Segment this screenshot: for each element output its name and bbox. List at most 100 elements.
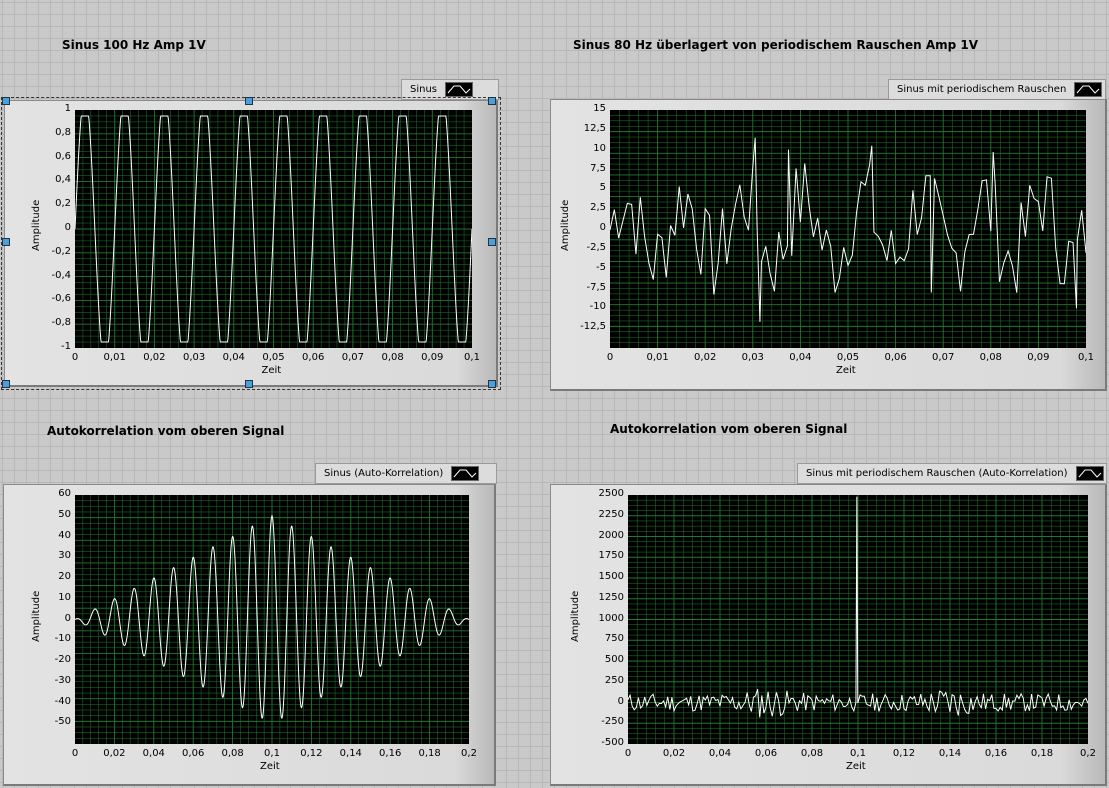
plot-area[interactable] <box>75 495 469 744</box>
y-tick-label: 15 <box>593 103 606 114</box>
x-tick-label: 0,1 <box>264 748 280 759</box>
x-tick-label: 0 <box>71 352 79 363</box>
y-tick-label: 10 <box>58 591 71 603</box>
y-tick-label: 2250 <box>598 508 624 520</box>
x-tick-label: 0,18 <box>418 748 441 759</box>
plot-legend[interactable]: Sinus <box>401 79 499 100</box>
y-tick-label: 12,5 <box>583 122 606 134</box>
y-tick-label: 0 <box>599 222 606 233</box>
x-tick-label: 0,03 <box>182 352 206 363</box>
resize-handle[interactable] <box>245 380 253 388</box>
y-tick-label: 20 <box>58 571 71 582</box>
x-tick-label: 0,2 <box>461 748 477 759</box>
y-tick-label: 5 <box>599 182 606 194</box>
y-tick-label: -7,5 <box>586 281 606 293</box>
x-tick-label: 0,16 <box>379 748 402 759</box>
x-tick-label: 0,04 <box>142 748 165 759</box>
x-axis-label: Zeit <box>261 365 282 376</box>
x-tick-label: 0,02 <box>103 748 126 759</box>
x-tick-label: 0,08 <box>800 748 824 759</box>
x-tick-label: 0 <box>624 748 632 759</box>
y-tick-label: -250 <box>601 716 624 728</box>
resize-handle[interactable] <box>2 238 10 246</box>
y-tick-label: -500 <box>601 737 624 748</box>
y-tick-label: 10 <box>593 142 606 154</box>
y-tick-label: -0,8 <box>51 317 71 329</box>
y-tick-label: 1000 <box>598 612 624 624</box>
y-tick-label: 2000 <box>598 529 624 541</box>
resize-handle[interactable] <box>245 97 253 105</box>
y-tick-label: 2500 <box>598 488 624 499</box>
resize-handle[interactable] <box>488 97 496 105</box>
x-tick-label: 0,12 <box>892 748 916 759</box>
plot-area[interactable] <box>75 110 472 348</box>
x-tick-label: 0,14 <box>938 748 962 759</box>
x-tick-label: 0,16 <box>984 748 1008 759</box>
y-axis-label: Amplitude <box>31 199 42 251</box>
chart-title: Sinus 100 Hz Amp 1V <box>62 38 206 52</box>
y-tick-label: 1250 <box>598 591 624 603</box>
resize-handle[interactable] <box>488 380 496 388</box>
x-tick-label: 0,07 <box>932 352 955 363</box>
x-axis-label: Zeit <box>260 761 280 772</box>
x-tick-label: 0,01 <box>103 352 126 363</box>
y-tick-label: 1750 <box>598 550 624 562</box>
plot-area[interactable] <box>610 110 1086 348</box>
legend-label: Sinus mit periodischem Rauschen <box>897 84 1067 95</box>
y-tick-label: 0,8 <box>55 126 71 138</box>
x-tick-label: 0,06 <box>884 352 907 363</box>
legend-label: Sinus <box>410 84 438 95</box>
x-tick-label: 0,05 <box>836 352 860 363</box>
x-tick-label: 0,06 <box>182 748 205 759</box>
legend-label: Sinus mit periodischem Rauschen (Auto-Ko… <box>806 468 1068 479</box>
x-tick-label: 0,1 <box>850 748 866 759</box>
x-tick-label: 0,02 <box>694 352 717 363</box>
x-tick-label: 0,1 <box>1078 352 1094 363</box>
y-tick-label: 500 <box>604 654 624 665</box>
plot-area[interactable] <box>628 495 1088 744</box>
x-tick-label: 0,06 <box>302 352 325 363</box>
y-tick-label: -5 <box>596 261 606 273</box>
x-tick-label: 0,09 <box>421 352 444 363</box>
plot-legend[interactable]: Sinus (Auto-Korrelation) <box>315 463 497 484</box>
y-tick-label: 0,6 <box>55 150 71 162</box>
y-tick-label: -40 <box>54 695 71 707</box>
y-tick-label: -0,6 <box>51 293 71 305</box>
x-tick-label: 0,2 <box>1080 748 1096 759</box>
y-tick-label: 2,5 <box>590 202 606 214</box>
resize-handle[interactable] <box>488 238 496 246</box>
x-axis-label: Zeit <box>846 761 866 772</box>
y-tick-label: 0,4 <box>55 174 71 186</box>
x-tick-label: 0,04 <box>222 352 245 363</box>
y-tick-label: 30 <box>58 550 71 562</box>
resize-handle[interactable] <box>2 97 10 105</box>
y-tick-label: 0 <box>64 612 71 624</box>
x-tick-label: 0,02 <box>143 352 166 363</box>
y-tick-label: -20 <box>54 654 71 665</box>
x-tick-label: 0,06 <box>754 748 778 759</box>
chart-title: Sinus 80 Hz überlagert von periodischem … <box>573 38 979 52</box>
line-style-icon <box>451 466 480 481</box>
plot-legend[interactable]: Sinus mit periodischem Rauschen (Auto-Ko… <box>797 463 1107 484</box>
y-axis-label: Amplitude <box>570 590 581 642</box>
y-tick-label: 7,5 <box>590 162 606 174</box>
y-tick-label: 0,2 <box>55 198 71 210</box>
y-tick-label: 750 <box>604 633 624 645</box>
y-tick-label: -12,5 <box>580 321 606 333</box>
y-tick-label: 60 <box>58 488 71 499</box>
x-tick-label: 0,12 <box>300 748 323 759</box>
x-tick-label: 0,1 <box>464 352 480 363</box>
x-tick-label: 0,04 <box>708 748 732 759</box>
x-tick-label: 0,02 <box>662 748 686 759</box>
y-tick-label: 0 <box>64 222 71 233</box>
x-tick-label: 0 <box>71 748 79 759</box>
x-tick-label: 0,03 <box>741 352 764 363</box>
y-tick-label: -1 <box>61 341 71 352</box>
x-tick-label: 0 <box>606 352 614 363</box>
x-axis-label: Zeit <box>836 365 856 376</box>
x-tick-label: 0,04 <box>789 352 812 363</box>
y-tick-label: 1500 <box>598 571 624 582</box>
plot-legend[interactable]: Sinus mit periodischem Rauschen <box>888 79 1106 100</box>
resize-handle[interactable] <box>2 380 10 388</box>
legend-label: Sinus (Auto-Korrelation) <box>324 468 444 479</box>
